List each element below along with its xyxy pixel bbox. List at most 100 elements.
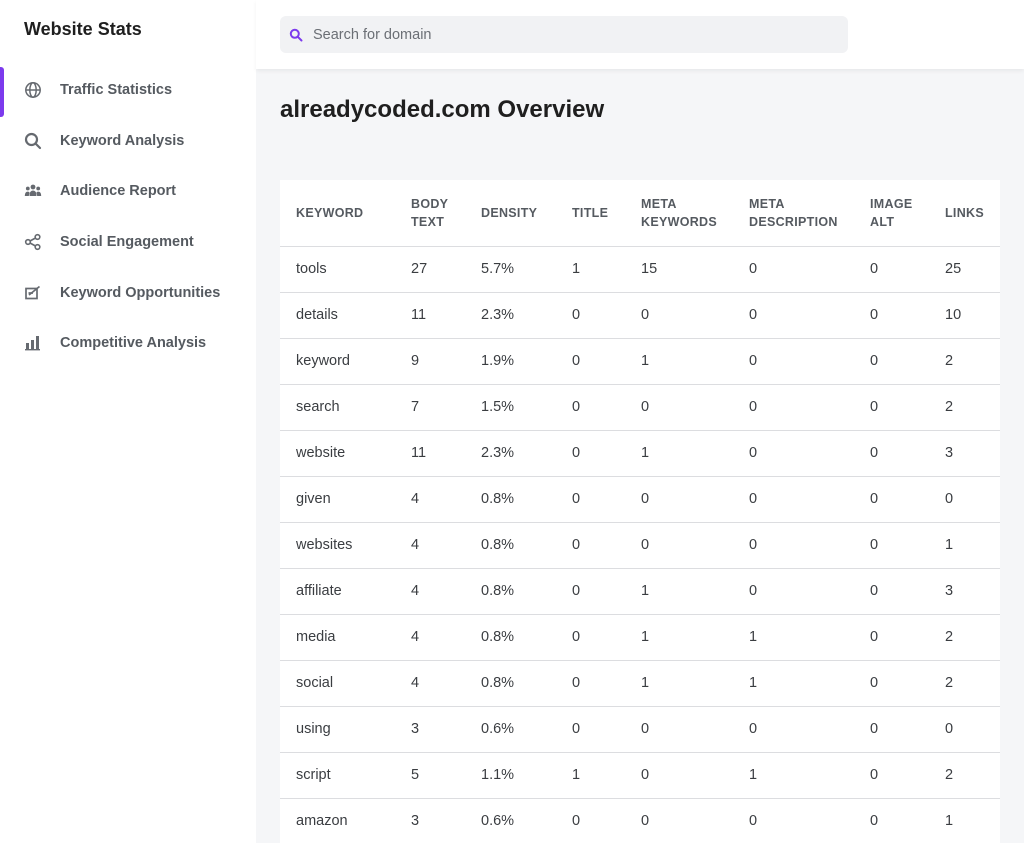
density-cell: 0.8%	[465, 614, 556, 661]
links-cell: 2	[929, 384, 1000, 431]
links-cell: 3	[929, 568, 1000, 615]
links-cell: 0	[929, 476, 1000, 523]
column-header-links[interactable]: LINKS	[929, 180, 1000, 247]
image-alt-cell: 0	[854, 476, 929, 523]
meta-description-cell: 0	[733, 522, 854, 569]
body-text-cell: 11	[395, 292, 465, 339]
density-cell: 0.8%	[465, 660, 556, 707]
links-cell: 1	[929, 522, 1000, 569]
meta-description-cell: 0	[733, 292, 854, 339]
density-cell: 1.1%	[465, 752, 556, 799]
sidebar-item-competitive-analysis[interactable]: Competitive Analysis	[0, 318, 256, 369]
table-row[interactable]: tools 27 5.7% 1 15 0 0 25	[280, 246, 1000, 293]
column-header-meta-keywords[interactable]: META KEYWORDS	[625, 180, 733, 247]
image-alt-cell: 0	[854, 384, 929, 431]
keyword-cell: websites	[280, 522, 395, 569]
density-cell: 0.8%	[465, 568, 556, 615]
links-cell: 2	[929, 752, 1000, 799]
meta-keywords-cell: 0	[625, 476, 733, 523]
keyword-cell: details	[280, 292, 395, 339]
meta-keywords-cell: 0	[625, 798, 733, 843]
table-body: tools 27 5.7% 1 15 0 0 25 details 11 2.3% 0 0 0 0 10 key…	[280, 246, 1000, 843]
table-header-row: KEYWORD BODY TEXT DENSITY TITLE META KEY…	[280, 180, 1000, 247]
title-cell: 0	[556, 614, 625, 661]
title-cell: 0	[556, 476, 625, 523]
table-row[interactable]: keyword 9 1.9% 0 1 0 0 2	[280, 338, 1000, 385]
table-row[interactable]: using 3 0.6% 0 0 0 0 0	[280, 706, 1000, 753]
keyword-cell: affiliate	[280, 568, 395, 615]
table-row[interactable]: website 11 2.3% 0 1 0 0 3	[280, 430, 1000, 477]
sidebar-item-keyword-analysis[interactable]: Keyword Analysis	[0, 116, 256, 167]
column-header-body-text[interactable]: BODY TEXT	[395, 180, 465, 247]
meta-keywords-cell: 15	[625, 246, 733, 293]
sidebar-item-keyword-opportunities[interactable]: Keyword Opportunities	[0, 267, 256, 318]
meta-keywords-cell: 0	[625, 752, 733, 799]
meta-description-cell: 0	[733, 246, 854, 293]
meta-description-cell: 0	[733, 798, 854, 843]
image-alt-cell: 0	[854, 568, 929, 615]
meta-keywords-cell: 0	[625, 384, 733, 431]
meta-description-cell: 1	[733, 660, 854, 707]
meta-keywords-cell: 0	[625, 706, 733, 753]
image-alt-cell: 0	[854, 338, 929, 385]
image-alt-cell: 0	[854, 246, 929, 293]
table-row[interactable]: search 7 1.5% 0 0 0 0 2	[280, 384, 1000, 431]
meta-description-cell: 1	[733, 752, 854, 799]
column-header-image-alt[interactable]: IMAGE ALT	[854, 180, 929, 247]
column-header-meta-description[interactable]: META DESCRIPTION	[733, 180, 854, 247]
image-alt-cell: 0	[854, 292, 929, 339]
column-header-title[interactable]: TITLE	[556, 180, 625, 247]
title-cell: 0	[556, 568, 625, 615]
body-text-cell: 4	[395, 522, 465, 569]
image-alt-cell: 0	[854, 522, 929, 569]
links-cell: 25	[929, 246, 1000, 293]
meta-description-cell: 0	[733, 476, 854, 523]
body-text-cell: 7	[395, 384, 465, 431]
table-row[interactable]: details 11 2.3% 0 0 0 0 10	[280, 292, 1000, 339]
users-icon	[24, 182, 42, 200]
image-alt-cell: 0	[854, 752, 929, 799]
column-header-density[interactable]: DENSITY	[465, 180, 556, 247]
links-cell: 2	[929, 660, 1000, 707]
search-box[interactable]	[280, 16, 848, 53]
table-row[interactable]: script 5 1.1% 1 0 1 0 2	[280, 752, 1000, 799]
body-text-cell: 9	[395, 338, 465, 385]
search-input[interactable]	[313, 26, 833, 43]
sidebar: Website Stats Traffic Statistics Keyword…	[0, 0, 256, 843]
keyword-table: KEYWORD BODY TEXT DENSITY TITLE META KEY…	[280, 180, 1000, 843]
column-header-keyword[interactable]: KEYWORD	[280, 180, 395, 247]
title-cell: 0	[556, 706, 625, 753]
keyword-cell: website	[280, 430, 395, 477]
title-cell: 0	[556, 798, 625, 843]
sidebar-item-audience-report[interactable]: Audience Report	[0, 166, 256, 217]
density-cell: 0.8%	[465, 476, 556, 523]
meta-description-cell: 0	[733, 338, 854, 385]
title-cell: 0	[556, 292, 625, 339]
table-row[interactable]: websites 4 0.8% 0 0 0 0 1	[280, 522, 1000, 569]
table-row[interactable]: social 4 0.8% 0 1 1 0 2	[280, 660, 1000, 707]
density-cell: 2.3%	[465, 430, 556, 477]
top-bar	[256, 0, 1024, 69]
table-row[interactable]: given 4 0.8% 0 0 0 0 0	[280, 476, 1000, 523]
density-cell: 0.8%	[465, 522, 556, 569]
meta-description-cell: 1	[733, 614, 854, 661]
edit-box-icon	[24, 284, 42, 302]
body-text-cell: 4	[395, 614, 465, 661]
links-cell: 2	[929, 614, 1000, 661]
sidebar-nav: Traffic Statistics Keyword Analysis	[0, 65, 256, 369]
sidebar-item-label: Traffic Statistics	[60, 82, 173, 99]
share-icon	[24, 233, 42, 251]
links-cell: 0	[929, 706, 1000, 753]
density-cell: 1.9%	[465, 338, 556, 385]
table-row[interactable]: affiliate 4 0.8% 0 1 0 0 3	[280, 568, 1000, 615]
keyword-cell: using	[280, 706, 395, 753]
table-row[interactable]: media 4 0.8% 0 1 1 0 2	[280, 614, 1000, 661]
meta-description-cell: 0	[733, 430, 854, 477]
sidebar-item-social-engagement[interactable]: Social Engagement	[0, 217, 256, 268]
sidebar-item-traffic-statistics[interactable]: Traffic Statistics	[0, 65, 256, 117]
table-row[interactable]: amazon 3 0.6% 0 0 0 0 1	[280, 798, 1000, 843]
meta-keywords-cell: 1	[625, 660, 733, 707]
meta-keywords-cell: 1	[625, 614, 733, 661]
brand-title: Website Stats	[24, 19, 142, 39]
body-text-cell: 4	[395, 568, 465, 615]
